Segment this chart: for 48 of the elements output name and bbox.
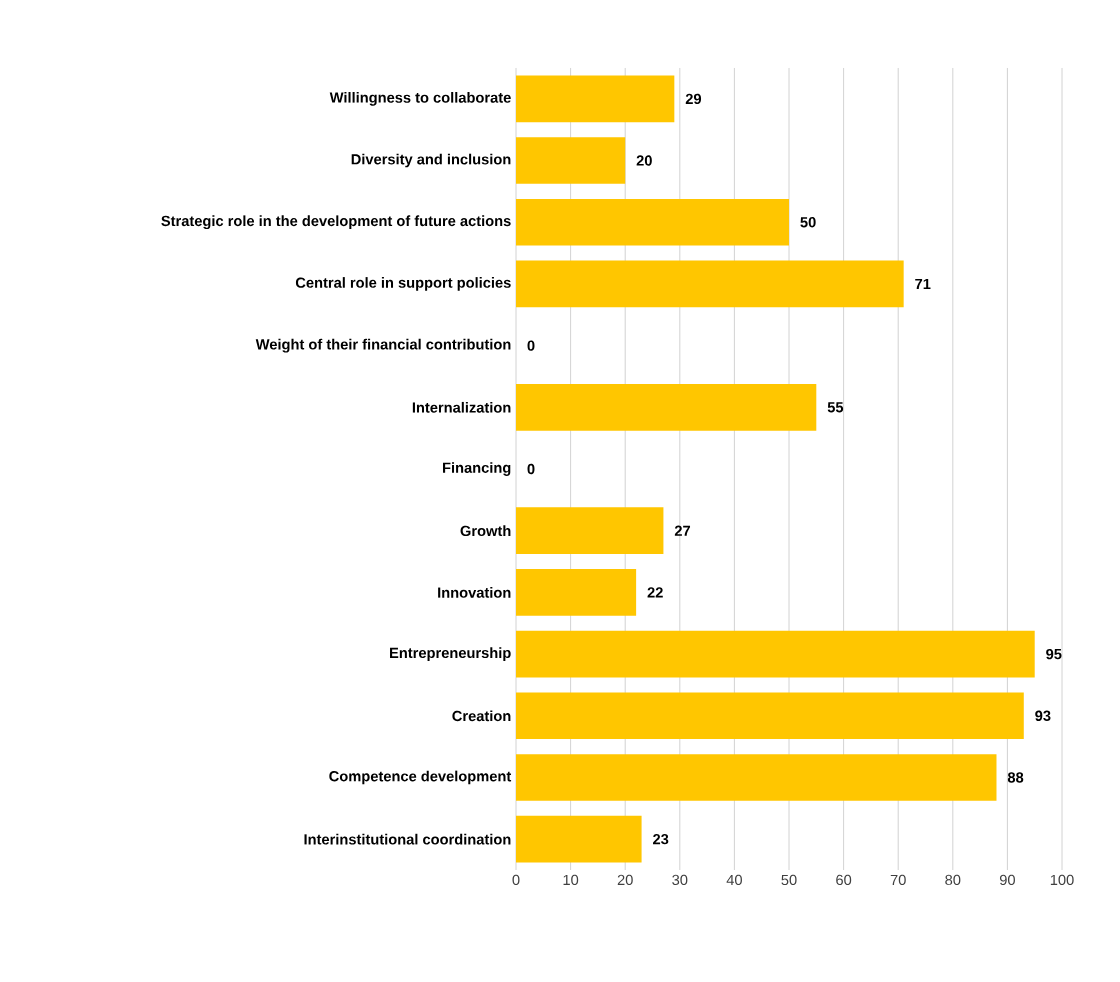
x-tick-label: 50 (781, 874, 797, 886)
x-tick-label: 0 (512, 874, 520, 886)
data-label: 20 (636, 155, 652, 166)
bar (516, 137, 626, 184)
bar (516, 198, 790, 246)
x-tick-label: 60 (836, 874, 852, 886)
y-tick-label: Creation (452, 710, 511, 722)
y-tick-label: Growth (460, 525, 511, 537)
y-tick-label: Competence development (329, 770, 512, 785)
y-tick-label: Diversity and inclusion (351, 153, 511, 168)
x-tick-label: 70 (890, 874, 906, 886)
data-label: 71 (915, 278, 931, 289)
x-tick-label: 80 (945, 874, 961, 886)
data-label: 27 (674, 525, 691, 536)
data-label: 0 (527, 463, 535, 475)
y-tick-label: Interinstitutional coordination (304, 833, 511, 845)
x-tick-label: 100 (1050, 874, 1074, 886)
data-label: 0 (527, 340, 535, 351)
bar (516, 815, 642, 863)
bar (516, 630, 1035, 678)
y-tick-label: Entrepreneurship (390, 647, 511, 661)
bar (516, 754, 997, 801)
x-tick-label: 90 (999, 874, 1015, 886)
bar (516, 75, 675, 123)
y-tick-label: Internalization (412, 401, 511, 413)
data-label: 29 (685, 93, 702, 105)
y-tick-label: Strategic role in the development of future actions (161, 215, 511, 230)
y-tick-label: Willingness to collaborate (329, 91, 511, 106)
data-label: 55 (827, 402, 844, 413)
x-tick-label: 10 (563, 874, 579, 886)
x-tick-label: 20 (617, 874, 633, 886)
bar (516, 692, 1024, 740)
data-label: 23 (653, 833, 669, 845)
y-tick-label: Financing (443, 462, 511, 476)
bar (516, 507, 664, 555)
y-tick-label: Innovation (438, 587, 511, 598)
y-tick-label: Central role in support policies (295, 277, 511, 291)
data-label: 93 (1035, 710, 1051, 721)
bar (516, 260, 904, 308)
bar (516, 383, 817, 431)
data-label: 95 (1046, 648, 1062, 660)
y-tick-label: Weight of their financial contribution (255, 338, 511, 353)
x-tick-label: 40 (726, 874, 742, 886)
bar (516, 569, 637, 616)
data-label: 22 (647, 587, 663, 598)
x-tick-label: 30 (672, 874, 688, 886)
data-label: 88 (1007, 772, 1024, 783)
data-label: 50 (800, 217, 816, 228)
